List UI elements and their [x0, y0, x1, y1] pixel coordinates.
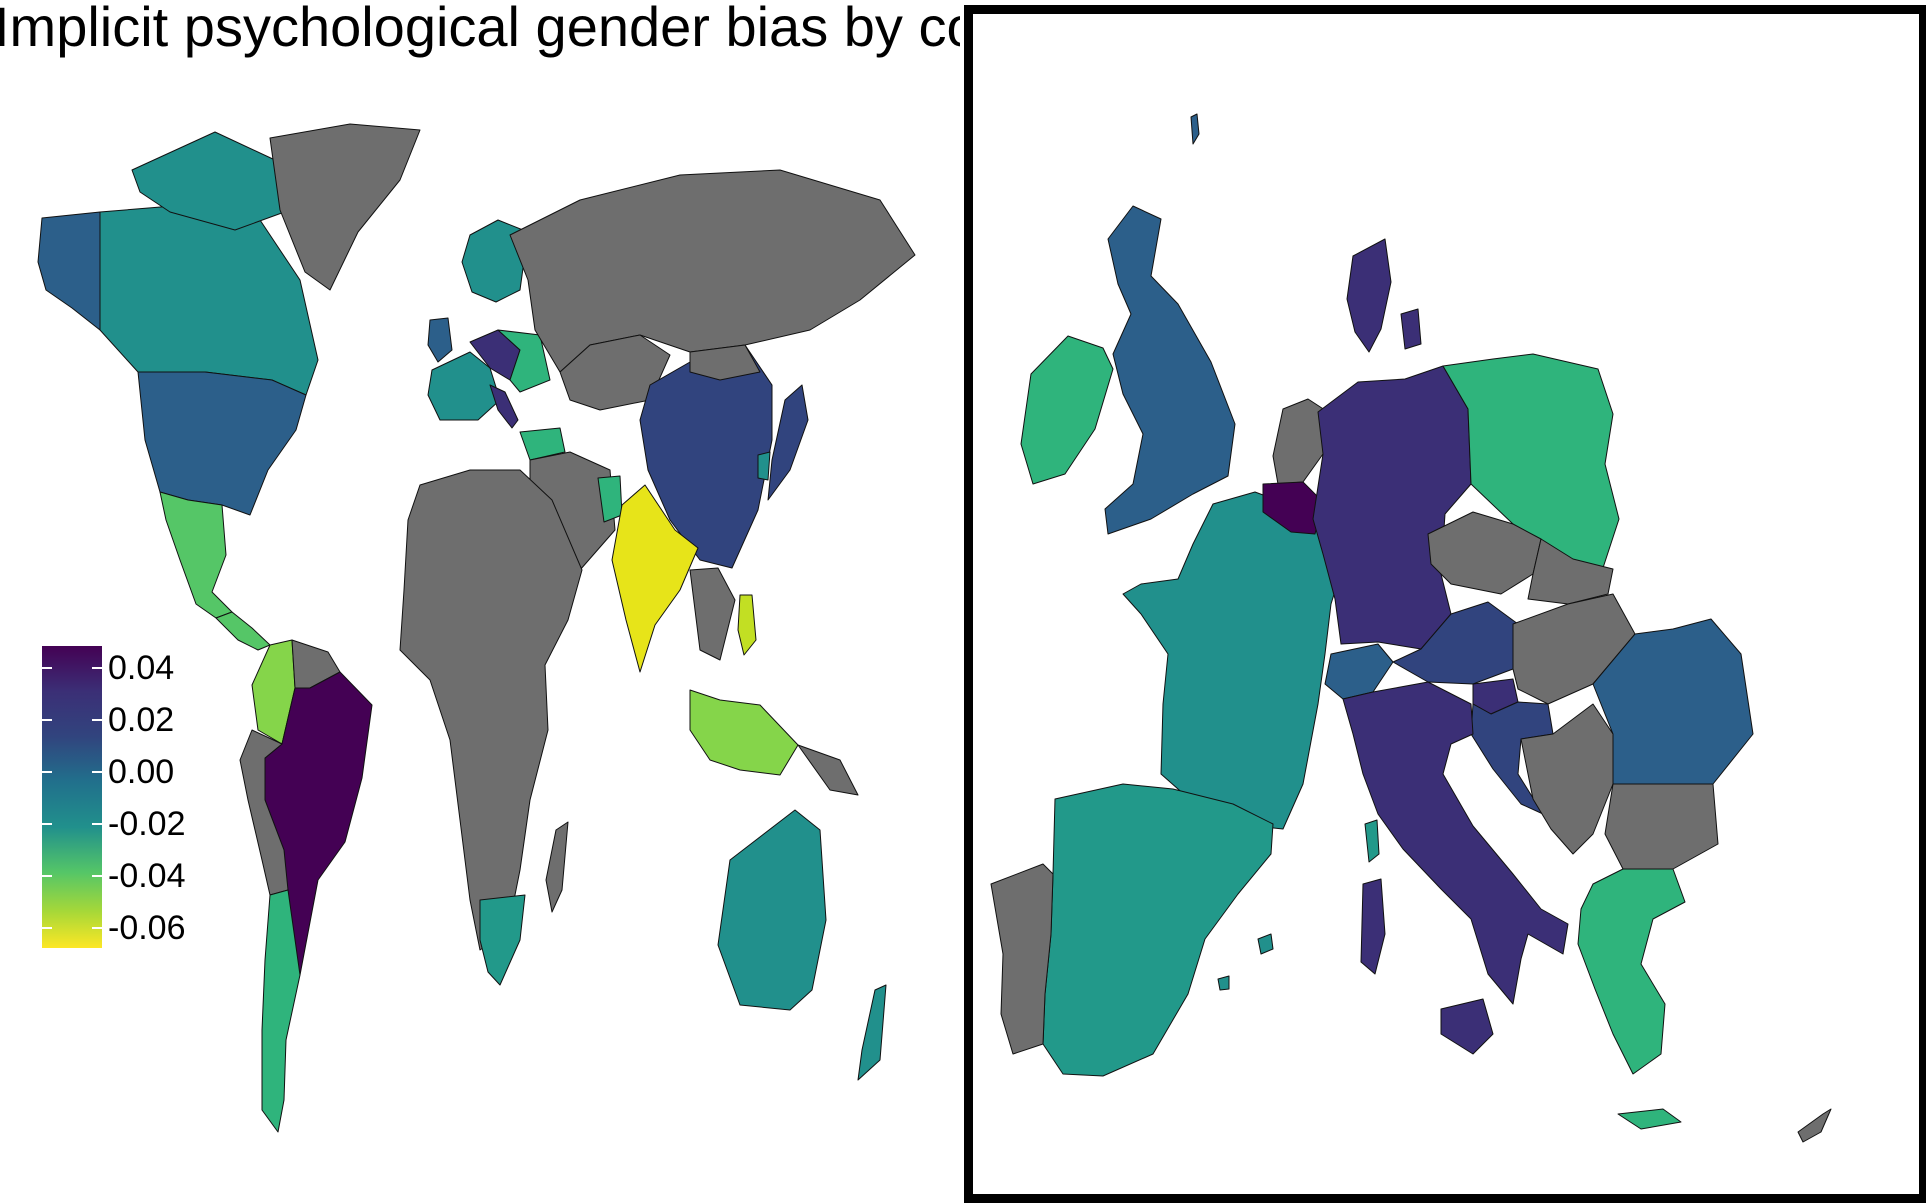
- region-canada-islands: [131, 131, 291, 231]
- region-canada: [99, 204, 319, 396]
- region-scandinavia: [461, 219, 529, 303]
- region-balkans: [1520, 703, 1614, 855]
- region-western-europe: [427, 351, 501, 421]
- region-southeast-asia: [689, 567, 736, 661]
- region-united-kingdom: [1104, 205, 1236, 535]
- region-germany: [1312, 365, 1472, 650]
- region-central-america: [215, 611, 271, 651]
- region-mongolia: [689, 344, 761, 381]
- region-netherlands: [1272, 398, 1329, 485]
- region-korea: [757, 451, 771, 481]
- region-alaska: [37, 211, 101, 331]
- color-legend: 0.04 0.02 0.00 -0.02 -0.04 -0.06: [42, 646, 242, 956]
- region-malta: [1217, 975, 1230, 991]
- region-slovakia: [1527, 538, 1614, 605]
- region-new-zealand: [857, 984, 887, 1081]
- region-france: [1122, 491, 1346, 830]
- region-romania: [1592, 618, 1754, 785]
- region-greece: [1577, 868, 1686, 1075]
- region-mexico: [159, 491, 233, 619]
- region-ireland: [1020, 335, 1114, 485]
- region-portugal: [990, 863, 1054, 1055]
- region-philippines: [737, 594, 757, 656]
- legend-label-5: -0.04: [108, 857, 186, 895]
- region-spain: [1042, 783, 1274, 1077]
- region-indonesia: [689, 689, 799, 776]
- region-corsica: [1364, 819, 1380, 863]
- region-denmark-islands: [1400, 308, 1422, 350]
- region-australia: [717, 809, 827, 1011]
- region-chile-argentina: [261, 889, 301, 1133]
- region-sardinia: [1360, 878, 1386, 975]
- region-crete: [1617, 1108, 1682, 1130]
- region-usa: [137, 371, 307, 516]
- region-russia: [509, 169, 916, 373]
- legend-label-2: 0.02: [108, 701, 175, 739]
- region-poland: [1442, 353, 1620, 575]
- region-italy: [1342, 681, 1569, 1005]
- region-denmark: [1346, 238, 1392, 353]
- region-south-africa: [479, 894, 526, 986]
- region-uk: [427, 317, 453, 363]
- region-new-guinea: [797, 744, 859, 796]
- region-croatia: [1470, 701, 1554, 815]
- legend-label-6: -0.06: [108, 909, 186, 947]
- region-bulgaria: [1604, 783, 1719, 870]
- legend-label-4: -0.02: [108, 805, 186, 843]
- legend-label-1: 0.04: [108, 649, 175, 687]
- region-madagascar: [545, 821, 569, 913]
- region-india: [611, 484, 699, 673]
- region-greenland: [269, 123, 421, 291]
- europe-inset-panel: [960, 0, 1926, 1203]
- legend-ticks: [42, 667, 102, 929]
- region-belgium: [1262, 481, 1324, 535]
- region-japan: [767, 384, 809, 501]
- region-turkey: [519, 427, 566, 461]
- region-north-islands: [1190, 113, 1200, 145]
- europe-map: [990, 113, 1832, 1143]
- region-cyprus: [1797, 1108, 1832, 1143]
- region-balearic: [1257, 933, 1274, 955]
- map-title: Implicit psychological gender bias by co: [0, 0, 978, 58]
- region-central-asia: [559, 334, 671, 411]
- region-italy: [489, 384, 519, 429]
- legend-label-3: 0.00: [108, 753, 175, 791]
- europe-inset-frame: [964, 5, 1926, 1203]
- legend-color-bar: [42, 646, 102, 948]
- world-map: [37, 123, 916, 1133]
- region-sicily: [1440, 998, 1494, 1055]
